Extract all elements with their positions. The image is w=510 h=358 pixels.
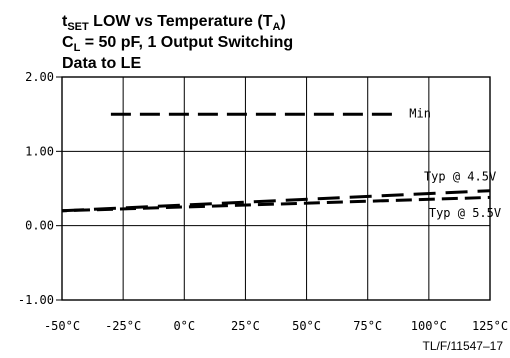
x-tick-label: 125°C (472, 319, 508, 333)
chart-annotations: Min Typ @ 4.5V Typ @ 5.5V (409, 106, 501, 220)
y-tick-label: 2.00 (25, 70, 54, 84)
x-tick-label: 50°C (292, 319, 321, 333)
x-tick-label: 75°C (353, 319, 382, 333)
chart-grid (56, 76, 491, 301)
x-tick-label: -25°C (105, 319, 141, 333)
series-line-typ-5-5v (61, 195, 491, 213)
x-tick-label: 25°C (231, 319, 260, 333)
x-tick-label: 100°C (411, 319, 447, 333)
annotation-label: Typ @ 4.5V (424, 170, 496, 184)
x-tick-label: -50°C (44, 319, 80, 333)
x-axis-ticks: -50°C -25°C 0°C 25°C 50°C 75°C 100°C 125°C (44, 319, 508, 333)
chart-title-line2: CL = 50 pF, 1 Output Switching (62, 34, 293, 54)
y-tick-label: 0.00 (25, 219, 54, 233)
chart-title-line3: Data to LE (62, 55, 141, 72)
chart-title-line1: tSET LOW vs Temperature (TA) (62, 13, 286, 33)
chart-lines (61, 112, 491, 213)
annotation-label: Min (409, 106, 431, 120)
y-tick-label: 1.00 (25, 144, 54, 158)
y-tick-label: -1.00 (18, 293, 54, 307)
plot-frame (61, 76, 491, 301)
x-tick-label: 0°C (173, 319, 195, 333)
figure-code: TL/F/11547–17 (422, 339, 503, 353)
annotation-label: Typ @ 5.5V (429, 206, 501, 220)
y-axis-ticks: -1.00 0.00 1.00 2.00 (18, 70, 54, 307)
